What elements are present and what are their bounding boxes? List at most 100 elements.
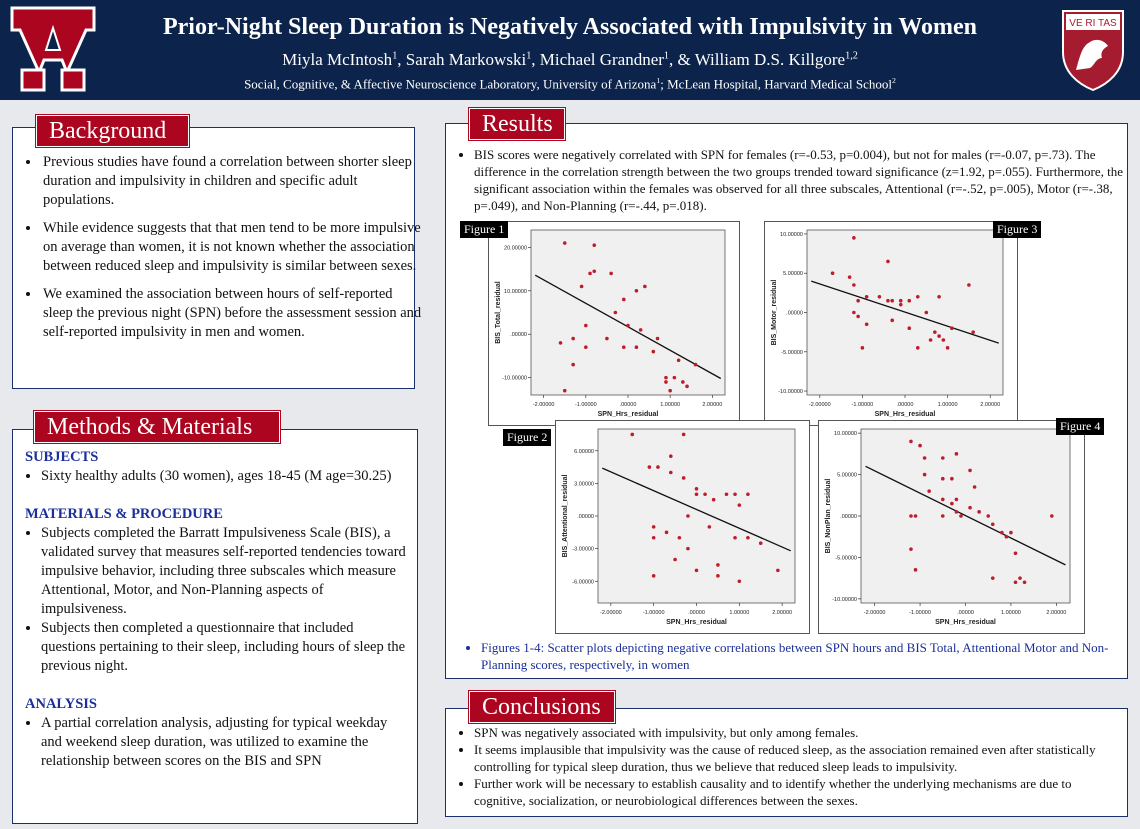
data-point	[737, 503, 742, 507]
data-point	[746, 492, 750, 497]
data-point	[733, 492, 737, 497]
data-point	[864, 294, 869, 299]
harvard-shield-text: VE RI TAS	[1069, 18, 1117, 29]
figure-4-label: Figure 4	[1056, 418, 1105, 435]
data-point	[950, 501, 954, 506]
results-heading: Results	[468, 107, 566, 141]
y-tick-label: .00000	[840, 514, 857, 520]
data-point	[707, 525, 712, 529]
data-point	[940, 497, 945, 502]
data-point	[940, 456, 945, 460]
data-point	[928, 338, 933, 342]
data-point	[933, 330, 937, 334]
author-list: Miyla McIntosh1, Sarah Markowski1, Micha…	[282, 50, 858, 69]
data-point	[890, 318, 895, 323]
figure-caption-list: Figures 1-4: Scatter plots depicting neg…	[465, 639, 1121, 673]
list-item: SPN was negatively associated with impul…	[474, 724, 1126, 741]
results-list: BIS scores were negatively correlated wi…	[458, 146, 1124, 214]
y-tick-label: -5.00000	[835, 555, 857, 561]
figure-4-scatter: -2.00000 -1.00000 .00000 1.00000 2.00000 -10.…	[825, 428, 1071, 626]
data-point	[913, 514, 918, 518]
y-tick-label: .00000	[577, 514, 594, 520]
data-point	[847, 275, 852, 279]
figure-3-scatter: -2.00000 -1.00000 .00000 1.00000 2.00000 -10.…	[771, 229, 1004, 418]
y-axis-label: BIS_Motor_residual	[771, 280, 778, 346]
data-point	[909, 547, 913, 551]
x-tick-label: 2.00000	[980, 402, 1000, 408]
x-tick-label: 1.00000	[938, 402, 958, 408]
data-point	[643, 284, 647, 289]
data-point	[1050, 514, 1054, 518]
x-tick-label: -1.00000	[852, 402, 874, 408]
data-point	[669, 470, 673, 475]
data-point	[909, 439, 913, 444]
x-tick-label: 1.00000	[660, 402, 680, 408]
data-point	[922, 456, 927, 460]
data-point	[685, 384, 689, 389]
figure-1: -2.00000 -1.00000 .00000 1.00000 2.00000 -10.…	[488, 221, 740, 426]
figure-2: -2.00000 -1.00000 .00000 1.00000 2.00000 -6.0…	[555, 420, 810, 634]
data-point	[864, 322, 869, 327]
data-point	[922, 472, 927, 477]
data-point	[694, 492, 699, 497]
data-point	[886, 259, 890, 264]
x-tick-label: 2.00000	[1046, 610, 1066, 616]
data-point	[972, 485, 977, 489]
list-item: A partial correlation analysis, adjustin…	[41, 714, 411, 771]
data-point	[877, 294, 882, 299]
background-heading: Background	[35, 114, 190, 148]
data-point	[937, 294, 941, 299]
data-point	[856, 314, 860, 319]
conclusions-panel: SPN was negatively associated with impul…	[445, 708, 1128, 817]
data-point	[558, 341, 563, 345]
data-point	[686, 546, 690, 551]
data-point	[967, 283, 971, 287]
y-tick-label: -10.00000	[502, 376, 527, 382]
y-tick-label: -6.00000	[572, 579, 594, 585]
list-item: Previous studies have found a correlatio…	[41, 153, 425, 210]
data-point	[927, 489, 931, 493]
data-point	[746, 535, 750, 540]
data-point	[711, 497, 716, 502]
author-2: Sarah Markowski	[405, 50, 527, 69]
data-point	[937, 334, 941, 338]
data-point	[681, 476, 686, 480]
university-of-arizona-logo	[10, 6, 96, 92]
y-tick-label: 5.00000	[783, 271, 803, 277]
data-point	[986, 514, 991, 518]
x-tick-label: 2.00000	[772, 610, 792, 616]
data-point	[909, 514, 913, 518]
data-point	[668, 388, 672, 393]
data-point	[940, 476, 945, 481]
materials-heading: MATERIALS & PROCEDURE	[25, 506, 223, 522]
x-tick-label: -1.00000	[575, 402, 597, 408]
data-point	[737, 579, 742, 584]
data-point	[588, 271, 592, 276]
data-point	[950, 326, 954, 331]
data-point	[733, 535, 737, 540]
data-point	[716, 563, 720, 567]
data-point	[1022, 580, 1027, 585]
y-tick-label: -3.00000	[572, 547, 594, 553]
x-tick-label: .00000	[620, 402, 637, 408]
x-tick-label: -1.00000	[643, 610, 665, 616]
data-point	[592, 243, 597, 247]
y-tick-label: 6.00000	[574, 449, 594, 455]
figure-1-scatter: -2.00000 -1.00000 .00000 1.00000 2.00000 -10.…	[495, 229, 726, 418]
y-tick-label: 10.00000	[834, 431, 857, 437]
data-point	[852, 236, 856, 240]
plot-area	[530, 229, 726, 396]
x-tick-label: .00000	[688, 610, 705, 616]
data-point	[647, 465, 652, 469]
figure-caption: Figures 1-4: Scatter plots depicting neg…	[481, 639, 1121, 673]
data-point	[758, 541, 763, 545]
data-point	[605, 336, 609, 341]
data-point	[584, 345, 588, 350]
figure-1-label: Figure 1	[460, 221, 509, 238]
data-point	[681, 432, 686, 437]
data-point	[898, 298, 903, 303]
affiliations: Social, Cognitive, & Affective Neuroscie…	[244, 76, 896, 92]
y-tick-label: -10.00000	[778, 389, 803, 395]
methods-panel: SUBJECTS Sixty healthy adults (30 women)…	[12, 429, 418, 824]
plot-area	[860, 428, 1071, 604]
